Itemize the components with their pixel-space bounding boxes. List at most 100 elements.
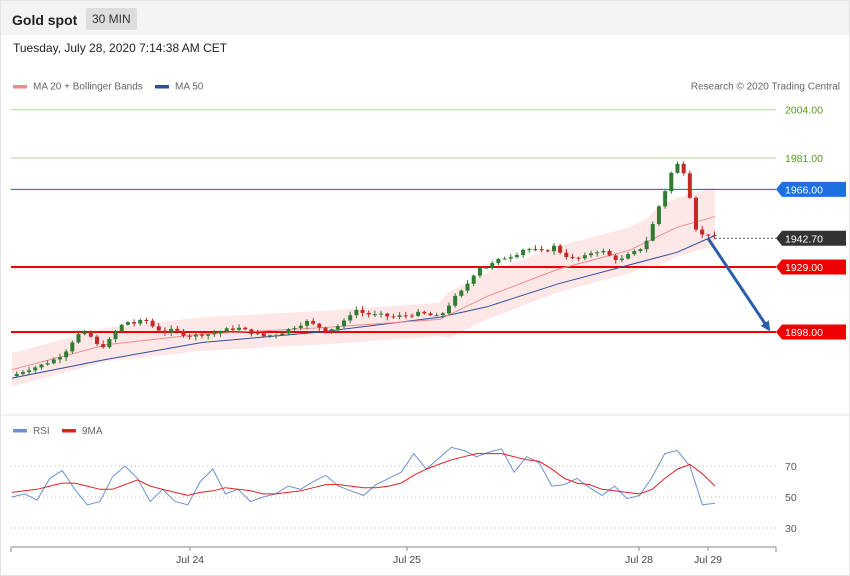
candle-body: [366, 312, 371, 315]
candle-body: [274, 335, 279, 337]
candle-body: [175, 328, 180, 331]
candle-body: [638, 249, 643, 252]
candle-body: [360, 309, 365, 313]
timestamp: Tuesday, July 28, 2020 7:14:38 AM CET: [13, 41, 228, 55]
level-label-1929.00: 1929.00: [785, 262, 823, 274]
level-label-1966.00: 1966.00: [785, 184, 823, 196]
candle-body: [156, 326, 161, 331]
candle-body: [298, 325, 303, 329]
candle-body: [335, 326, 340, 330]
candle-body: [663, 191, 668, 207]
candle-body: [496, 258, 501, 264]
instrument-title: Gold spot: [12, 12, 78, 28]
candle-body: [193, 334, 198, 337]
candle-body: [76, 334, 81, 343]
candle-body: [434, 315, 439, 317]
candle-body: [675, 163, 680, 173]
candle-body: [595, 252, 600, 254]
bollinger-band: [12, 187, 715, 387]
candle-body: [125, 322, 130, 325]
candle-body: [644, 240, 649, 250]
candle-body: [570, 257, 575, 259]
series-rsi: [11, 446, 716, 506]
candle-body: [508, 257, 513, 259]
candle-body: [82, 332, 87, 335]
candle-body: [527, 249, 532, 251]
candle-body: [150, 320, 155, 327]
candle-body: [589, 253, 594, 256]
level-tag-1929.00: [776, 259, 846, 275]
candle-body: [348, 315, 353, 321]
level-label-2004.00: 2004.00: [785, 105, 823, 117]
interval-badge[interactable]: 30 MIN: [86, 8, 137, 30]
candle-body: [51, 359, 56, 364]
header-bar: Gold spot 30 MIN: [1, 1, 849, 35]
candle-body: [45, 363, 50, 365]
candle-body: [613, 255, 618, 261]
candle-body: [286, 329, 291, 334]
candle-body: [311, 320, 316, 324]
candle-body: [280, 333, 285, 336]
candle-body: [397, 315, 402, 317]
rsi-legend-label: RSI: [33, 426, 50, 437]
rsi-ma-legend-label: 9MA: [82, 426, 103, 437]
candle-body: [669, 172, 674, 192]
candle-body: [416, 311, 421, 316]
ma20-legend-swatch: [13, 85, 27, 89]
candle-body: [113, 331, 118, 340]
candle-body: [385, 313, 390, 317]
ma50-line: [11, 235, 716, 379]
candle-body: [169, 328, 174, 333]
credit-text: Research © 2020 Trading Central: [691, 82, 840, 93]
candle-body: [490, 263, 495, 268]
candle-body: [206, 334, 211, 336]
ma20-legend-label: MA 20 + Bollinger Bands: [33, 82, 143, 93]
candle-body: [14, 373, 19, 377]
candle-body: [249, 329, 254, 334]
rsi-legend-swatch: [13, 429, 27, 433]
candle-body: [576, 257, 581, 259]
level-tag-1966.00: [776, 181, 846, 197]
candle-body: [95, 336, 100, 345]
candle-body: [292, 328, 297, 330]
candle-body: [694, 197, 698, 230]
candle-body: [502, 258, 507, 260]
candle-body: [230, 328, 235, 330]
candle-body: [545, 250, 550, 252]
candle-body: [20, 372, 25, 374]
candle-body: [471, 275, 476, 284]
candle-body: [551, 245, 556, 252]
candle-body: [261, 333, 266, 337]
candle-body: [27, 370, 32, 373]
candle-body: [533, 249, 538, 251]
candle-body: [162, 330, 167, 333]
rsi-tick-70: 70: [785, 461, 797, 473]
x-tick-label: Jul 25: [393, 554, 421, 566]
candle-body: [453, 295, 458, 306]
rsi-tick-30: 30: [785, 523, 797, 535]
candle-body: [107, 339, 112, 348]
candle-body: [712, 234, 717, 236]
candle-body: [372, 314, 377, 316]
candle-body: [422, 311, 427, 314]
candle-body: [88, 332, 93, 337]
candle-body: [428, 313, 433, 316]
candle-body: [323, 327, 328, 332]
candle-body: [514, 255, 519, 258]
candle-body: [342, 320, 347, 327]
candle-body: [706, 234, 711, 236]
candle-body: [391, 316, 396, 318]
candle-body: [64, 351, 69, 358]
candle-body: [440, 313, 445, 316]
candle-body: [243, 327, 248, 330]
candle-body: [607, 250, 612, 256]
candle-body: [255, 333, 260, 335]
level-tag-1942.70: [776, 230, 846, 246]
ma50-legend-swatch: [155, 85, 169, 89]
candle-body: [459, 290, 464, 296]
x-tick-label: Jul 28: [625, 554, 653, 566]
candle-body: [267, 335, 272, 337]
candle-body: [237, 327, 242, 330]
candle-body: [564, 252, 569, 258]
